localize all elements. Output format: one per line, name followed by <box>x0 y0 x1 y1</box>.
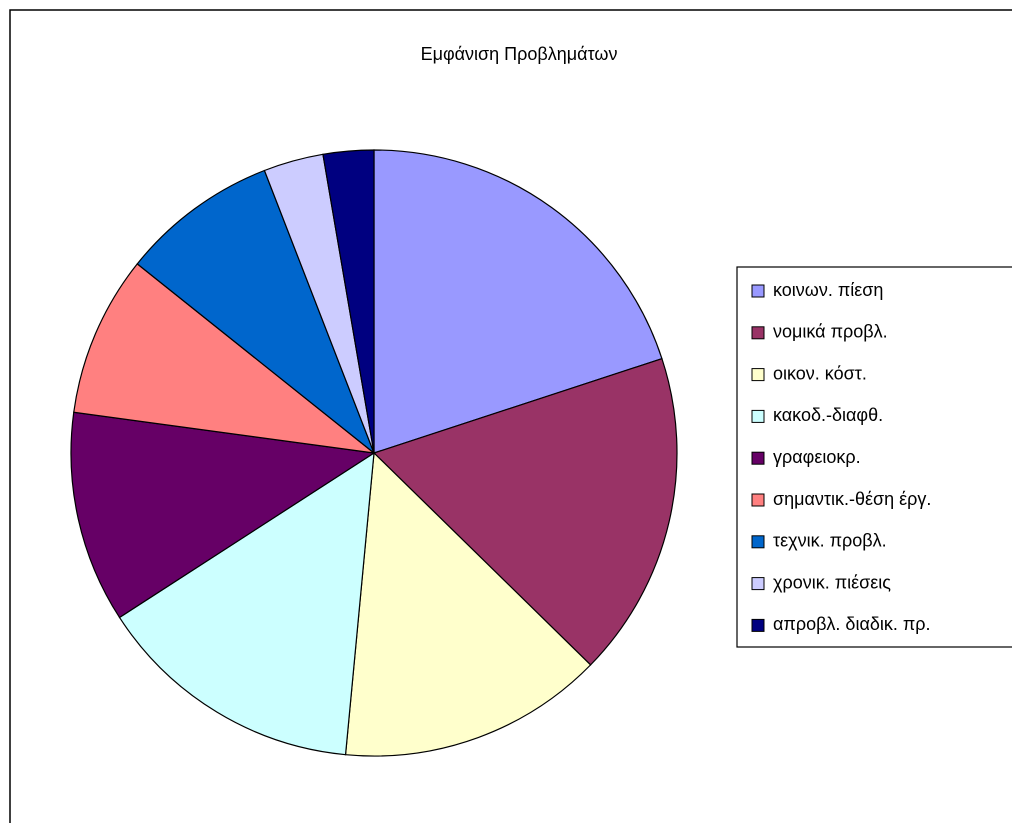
legend-label: απροβλ. διαδικ. πρ. <box>773 614 931 634</box>
pie-slice <box>372 357 678 666</box>
legend-label: σημαντικ.-θέση έργ. <box>773 489 931 509</box>
legend-swatch <box>751 493 765 507</box>
legend-swatch <box>751 577 765 591</box>
pie-slice <box>118 451 375 756</box>
legend-label: οικον. κόστ. <box>773 363 867 383</box>
legend-box <box>736 266 1012 648</box>
legend-label: νομικά προβλ. <box>773 322 888 342</box>
pie-slice <box>73 263 377 454</box>
legend-swatch <box>751 618 765 632</box>
legend-swatch <box>751 284 765 298</box>
legend-swatch <box>751 368 765 382</box>
legend-label: χρονικ. πιέσεις <box>773 572 891 592</box>
legend-swatch <box>751 409 765 423</box>
legend-label: γραφειοκρ. <box>773 447 861 467</box>
legend-label: τεχνικ. προβλ. <box>773 531 887 551</box>
pie-slice <box>373 149 663 454</box>
pie-slice <box>70 411 376 619</box>
pie-slice <box>344 451 592 757</box>
legend-label: κοινων. πίεση <box>773 280 883 300</box>
legend-swatch <box>751 535 765 549</box>
pie-slice <box>136 169 376 455</box>
pie-slice <box>322 149 375 454</box>
chart-title: Εμφάνιση Προβλημάτων <box>421 44 618 64</box>
legend-swatch <box>751 326 765 340</box>
legend-swatch <box>751 451 765 465</box>
legend-label: κακοδ.-διαφθ. <box>773 405 883 425</box>
